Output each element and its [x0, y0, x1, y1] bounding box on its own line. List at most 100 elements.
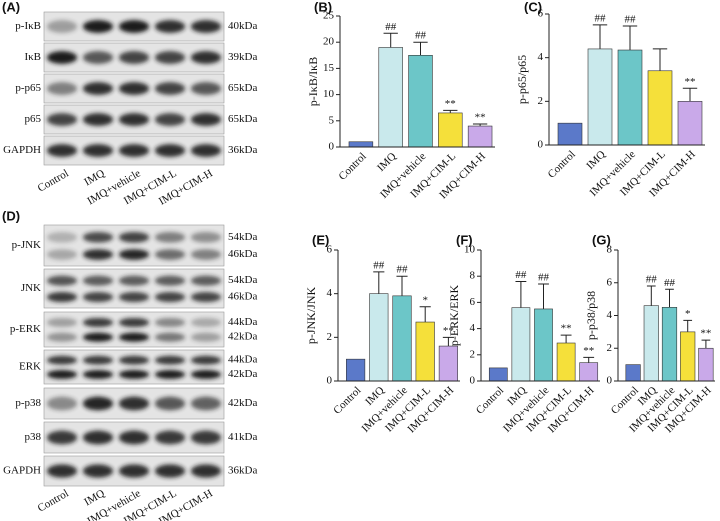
blot-band — [46, 430, 78, 445]
blot-label: p-JNK — [12, 239, 41, 251]
blot-band — [46, 249, 78, 260]
bar — [369, 293, 389, 382]
blot-band — [190, 144, 222, 157]
blot-band — [82, 249, 114, 260]
blot-band — [190, 430, 222, 445]
blot-band — [46, 20, 78, 33]
blot-band — [118, 144, 150, 157]
lane-label: Control — [36, 487, 71, 514]
blot-band — [190, 370, 222, 379]
error-bar — [683, 319, 693, 332]
blot-label: GAPDH — [3, 465, 41, 477]
error-bar — [560, 334, 572, 344]
blot-band — [118, 20, 150, 33]
bar — [625, 364, 641, 382]
blot-band — [46, 370, 78, 379]
y-tick-label: 6 — [538, 8, 544, 20]
blot-band — [46, 317, 78, 328]
y-tick-label: 2 — [327, 331, 333, 343]
error-bar — [373, 271, 385, 294]
kda-label: 42kDa — [228, 397, 257, 409]
blot-band — [82, 292, 114, 303]
blot-band — [190, 275, 222, 286]
blot-label: p38 — [25, 431, 42, 443]
blot-band — [154, 20, 186, 33]
blot-band — [154, 82, 186, 95]
bar — [661, 307, 678, 382]
y-axis-label: p-p65/p65 — [515, 55, 529, 104]
kda-label: 40kDa — [228, 20, 257, 32]
blot-band — [154, 355, 186, 365]
blot-band — [46, 82, 78, 95]
blot-band — [118, 51, 150, 64]
blot-band — [154, 430, 186, 445]
bar — [680, 331, 696, 382]
error-bar — [592, 24, 608, 49]
blot-band — [46, 144, 78, 157]
error-bar — [583, 356, 595, 363]
bar — [557, 122, 583, 146]
blot-band — [118, 292, 150, 303]
bar — [392, 295, 412, 382]
x-tick-label: Control — [337, 150, 369, 182]
bar — [467, 125, 493, 148]
error-bar — [472, 123, 488, 127]
blot-band — [46, 292, 78, 303]
blot-band — [118, 82, 150, 95]
y-axis-label: p-IκB/IκB — [306, 57, 320, 106]
bar — [647, 70, 673, 146]
panel-label: (E) — [312, 232, 329, 247]
blot-band — [46, 51, 78, 64]
significance-label: ## — [538, 272, 550, 284]
blot-band — [154, 396, 186, 411]
y-tick-label: 8 — [470, 270, 476, 282]
kda-label: 39kDa — [228, 51, 257, 63]
blot-band — [118, 317, 150, 328]
y-tick-label: 4 — [607, 309, 613, 321]
significance-label: ** — [561, 323, 572, 335]
blot-band — [154, 317, 186, 328]
bar — [438, 112, 463, 148]
y-tick-label: 10 — [323, 88, 335, 100]
blot-band — [154, 275, 186, 286]
significance-label: ** — [445, 98, 456, 110]
panel-label: (D) — [2, 208, 20, 223]
significance-label: ## — [625, 14, 637, 26]
y-tick-label: 20 — [323, 36, 335, 48]
kda-label: 44kDa — [228, 316, 257, 328]
blot-band — [82, 332, 114, 342]
lane-label: Control — [36, 167, 71, 194]
error-bar — [622, 25, 638, 51]
significance-label: ## — [373, 259, 385, 271]
blot-band — [46, 396, 78, 411]
error-bar — [538, 283, 549, 309]
bar — [346, 358, 366, 382]
bar — [534, 308, 553, 382]
blot-band — [46, 464, 78, 478]
bar — [348, 141, 374, 148]
blot-band — [82, 275, 114, 286]
significance-label: ** — [583, 345, 594, 357]
bar — [438, 345, 458, 382]
blot-band — [190, 82, 222, 95]
error-bar — [665, 288, 674, 308]
blot-band — [82, 355, 114, 365]
significance-label: * — [422, 294, 428, 306]
blot-band — [190, 249, 222, 260]
axes — [337, 250, 460, 382]
bar — [698, 347, 714, 382]
lane-label: IMQ — [82, 167, 107, 188]
bar — [677, 101, 703, 146]
blot-band — [154, 51, 186, 64]
blot-band — [46, 231, 78, 243]
x-tick-label: Control — [474, 384, 506, 416]
blot-band — [118, 249, 150, 260]
blot-band — [154, 332, 186, 342]
y-tick-label: 0 — [607, 375, 613, 387]
y-tick-label: 2 — [470, 348, 476, 360]
panel-label: (A) — [2, 0, 20, 14]
significance-label: ## — [397, 264, 409, 276]
blot-band — [82, 144, 114, 157]
significance-label: ** — [475, 111, 486, 123]
bar — [511, 307, 531, 382]
